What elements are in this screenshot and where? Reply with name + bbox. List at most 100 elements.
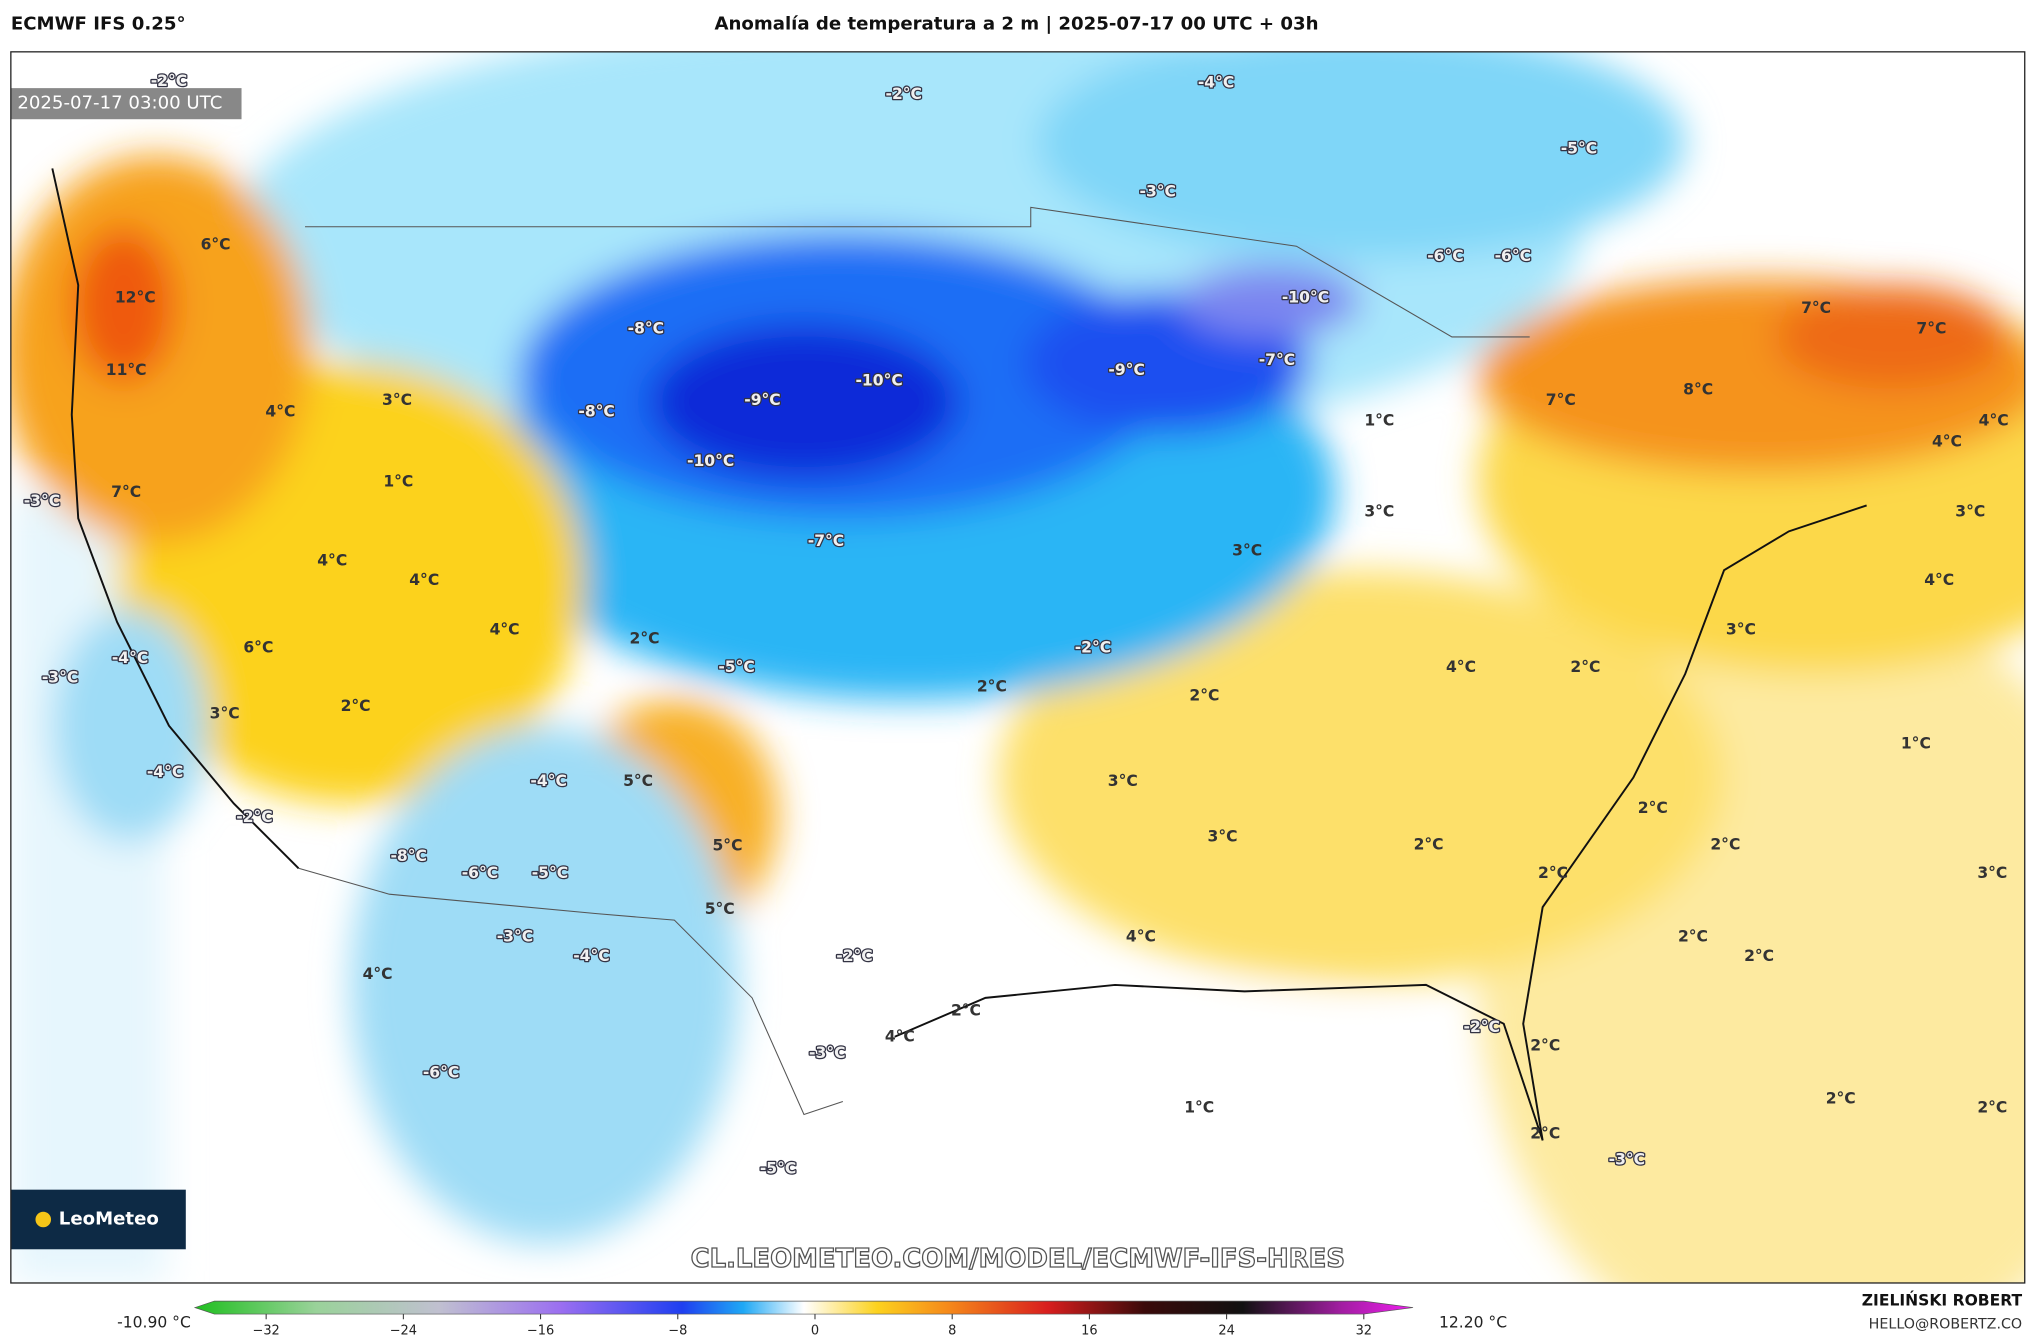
temperature-label: 2°C: [630, 629, 660, 647]
temperature-label: 4°C: [490, 620, 520, 638]
temperature-label: 5°C: [623, 772, 653, 790]
colorbar-tick-label: −32: [252, 1323, 279, 1338]
temperature-label: 3°C: [210, 705, 240, 723]
temperature-label: -7°C: [1259, 351, 1295, 369]
temperature-label: 2°C: [1678, 927, 1708, 945]
temperature-label: 4°C: [1932, 432, 1962, 450]
temperature-label: -4°C: [530, 772, 566, 790]
temperature-label: -3°C: [24, 492, 60, 510]
temperature-label: 2°C: [951, 1001, 981, 1019]
temperature-label: 4°C: [1446, 658, 1476, 676]
temperature-label: 4°C: [1126, 927, 1156, 945]
temperature-label: 2°C: [1530, 1036, 1560, 1054]
temperature-label: -6°C: [423, 1064, 459, 1082]
temperature-label: 3°C: [1977, 864, 2007, 882]
temperature-label: 1°C: [383, 473, 413, 491]
logo-text: LeoMeteo: [59, 1208, 159, 1229]
temperature-label: 7°C: [1916, 320, 1946, 338]
temperature-label: -4°C: [147, 763, 183, 781]
temperature-label: -9°C: [744, 391, 780, 409]
temperature-label: 6°C: [243, 638, 273, 656]
temperature-label: 5°C: [705, 900, 735, 918]
temperature-label: -2°C: [236, 808, 272, 826]
temperature-label: 2°C: [977, 677, 1007, 695]
temperature-label: -10°C: [687, 452, 734, 470]
map-title: Anomalía de temperatura a 2 m | 2025-07-…: [714, 14, 1318, 35]
map-field: -2°C -2°C -4°C -5°C -3°C -6°C -6°C 6°C 12°C -8°C -…: [10, 51, 2025, 1283]
temperature-label: -6°C: [462, 864, 498, 882]
temperature-label: 7°C: [111, 483, 141, 501]
temperature-label: 1°C: [1901, 734, 1931, 752]
colorbar-tick-label: 24: [1218, 1323, 1234, 1338]
temperature-label: 5°C: [712, 837, 742, 855]
temperature-label: 4°C: [363, 965, 393, 983]
temperature-label: 7°C: [1801, 299, 1831, 317]
temperature-label: -8°C: [628, 320, 664, 338]
credit-email: HELLO@ROBERTZ.CO: [1869, 1316, 2022, 1332]
temperature-label: 11°C: [106, 361, 147, 379]
colorbar: −32 −24 −16 −8 0 8 16 24 32: [193, 1300, 1414, 1338]
credit-author: ZIELIŃSKI ROBERT: [1862, 1291, 2023, 1310]
model-name: ECMWF IFS 0.25°: [11, 14, 186, 35]
temperature-label: -4°C: [573, 947, 609, 965]
temperature-label: 3°C: [1955, 502, 1985, 520]
valid-time: 2025-07-17 03:00 UTC: [17, 93, 222, 114]
temperature-label: 4°C: [885, 1027, 915, 1045]
temperature-label: 3°C: [1232, 541, 1262, 559]
temperature-label: 2°C: [1538, 864, 1568, 882]
temperature-label: 4°C: [317, 552, 347, 570]
temperature-label: 2°C: [1530, 1124, 1560, 1142]
temperature-label: -3°C: [497, 927, 533, 945]
temperature-label: -2°C: [151, 72, 187, 90]
temperature-label: -5°C: [532, 864, 568, 882]
temperature-label: -6°C: [1427, 247, 1463, 265]
temperature-label: 6°C: [201, 235, 231, 253]
temperature-label: 4°C: [1924, 571, 1954, 589]
temperature-label: 2°C: [1189, 686, 1219, 704]
colorbar-tick-label: 16: [1081, 1323, 1097, 1338]
temperature-label: 3°C: [382, 391, 412, 409]
temperature-label: -9°C: [1108, 361, 1144, 379]
temperature-label: -5°C: [1561, 140, 1597, 158]
colorbar-tick-label: −24: [390, 1323, 417, 1338]
temperature-label: -10°C: [855, 372, 902, 390]
temperature-label: 7°C: [1546, 391, 1576, 409]
temperature-label: 4°C: [409, 571, 439, 589]
temperature-label: 2°C: [1744, 947, 1774, 965]
temperature-label: -7°C: [808, 532, 844, 550]
temperature-label: 1°C: [1184, 1099, 1214, 1117]
colorbar-max: 12.20 °C: [1439, 1314, 1507, 1332]
temperature-label: 3°C: [1208, 828, 1238, 846]
temperature-label: -8°C: [578, 403, 614, 421]
temperature-label: -3°C: [809, 1044, 845, 1062]
temperature-label: 2°C: [1570, 658, 1600, 676]
temperature-label: 2°C: [1638, 799, 1668, 817]
logo-sun: [35, 1211, 52, 1228]
colorbar-tick-label: 8: [948, 1323, 956, 1338]
temperature-label: -2°C: [886, 85, 922, 103]
temperature-label: 2°C: [1414, 835, 1444, 853]
temperature-label: -5°C: [718, 658, 754, 676]
colorbar-min: -10.90 °C: [117, 1314, 191, 1332]
temperature-label: -4°C: [112, 649, 148, 667]
temperature-label: 3°C: [1108, 772, 1138, 790]
temperature-label: 2°C: [1710, 835, 1740, 853]
temperature-label: 3°C: [1726, 620, 1756, 638]
temperature-label: -3°C: [1140, 182, 1176, 200]
colorbar-tick-label: −16: [527, 1323, 554, 1338]
temperature-label: 8°C: [1683, 381, 1713, 399]
temperature-label: -6°C: [1495, 247, 1531, 265]
temperature-label: 1°C: [1364, 412, 1394, 430]
temperature-label: 2°C: [1826, 1089, 1856, 1107]
watermark: CL.LEOMETEO.COM/MODEL/ECMWF-IFS-HRES: [691, 1244, 1345, 1274]
temperature-label: 2°C: [1977, 1099, 2007, 1117]
temperature-label: -3°C: [42, 668, 78, 686]
temperature-label: -5°C: [760, 1159, 796, 1177]
temperature-label: -10°C: [1282, 289, 1329, 307]
temperature-label: 2°C: [341, 697, 371, 715]
temperature-label: -2°C: [1075, 638, 1111, 656]
colorbar-tick-label: 0: [811, 1323, 819, 1338]
temperature-label: -2°C: [1464, 1018, 1500, 1036]
